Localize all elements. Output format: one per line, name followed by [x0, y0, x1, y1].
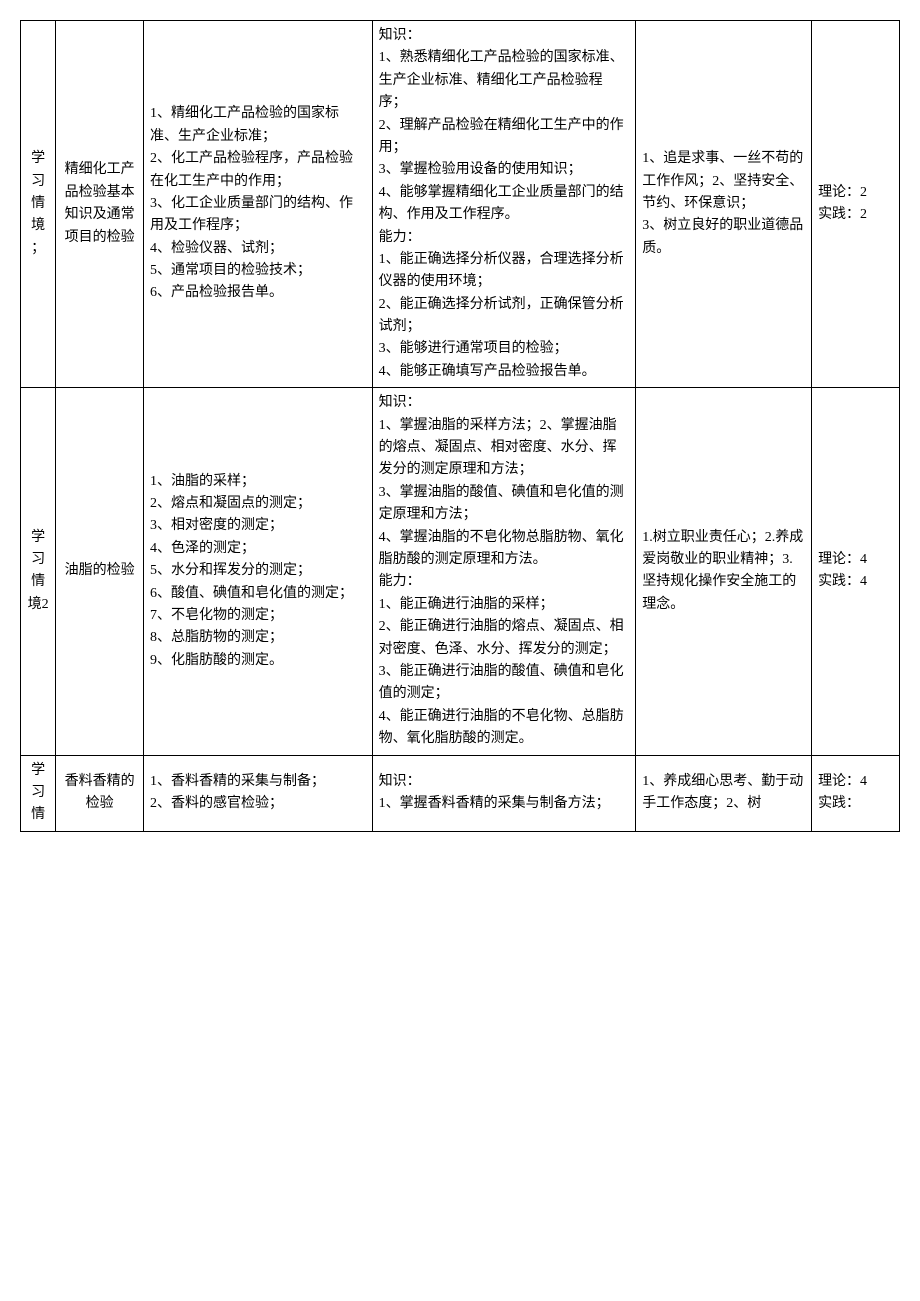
unit-title: 油脂的检验 [56, 388, 144, 755]
unit-title: 香料香精的检验 [56, 755, 144, 831]
content-cell: 1、精细化工产品检验的国家标准、生产企业标准； 2、化工产品检验程序，产品检验在… [144, 21, 373, 388]
hours-cell: 理论：4 实践： [812, 755, 900, 831]
content-cell: 1、香料香精的采集与制备； 2、香料的感官检验； [144, 755, 373, 831]
section-label: 学习情境； [21, 21, 56, 388]
table-row: 学习情境； 精细化工产品检验基本知识及通常项目的检验 1、精细化工产品检验的国家… [21, 21, 900, 388]
hours-cell: 理论：2 实践：2 [812, 21, 900, 388]
table-row: 学习情 香料香精的检验 1、香料香精的采集与制备； 2、香料的感官检验； 知识：… [21, 755, 900, 831]
unit-title: 精细化工产品检验基本知识及通常项目的检验 [56, 21, 144, 388]
quality-cell: 1.树立职业责任心；2.养成爱岗敬业的职业精神；3.坚持规化操作安全施工的理念。 [636, 388, 812, 755]
section-label: 学习情 [21, 755, 56, 831]
knowledge-cell: 知识： 1、掌握香料香精的采集与制备方法； [372, 755, 636, 831]
quality-cell: 1、养成细心思考、勤于动手工作态度；2、树 [636, 755, 812, 831]
section-label: 学习情境2 [21, 388, 56, 755]
quality-cell: 1、追是求事、一丝不苟的工作作风；2、坚持安全、节约、环保意识； 3、树立良好的… [636, 21, 812, 388]
table-row: 学习情境2 油脂的检验 1、油脂的采样； 2、熔点和凝固点的测定； 3、相对密度… [21, 388, 900, 755]
content-cell: 1、油脂的采样； 2、熔点和凝固点的测定； 3、相对密度的测定； 4、色泽的测定… [144, 388, 373, 755]
curriculum-table: 学习情境； 精细化工产品检验基本知识及通常项目的检验 1、精细化工产品检验的国家… [20, 20, 900, 832]
knowledge-cell: 知识： 1、掌握油脂的采样方法；2、掌握油脂的熔点、凝固点、相对密度、水分、挥发… [372, 388, 636, 755]
hours-cell: 理论：4 实践：4 [812, 388, 900, 755]
knowledge-cell: 知识： 1、熟悉精细化工产品检验的国家标准、生产企业标准、精细化工产品检验程序；… [372, 21, 636, 388]
